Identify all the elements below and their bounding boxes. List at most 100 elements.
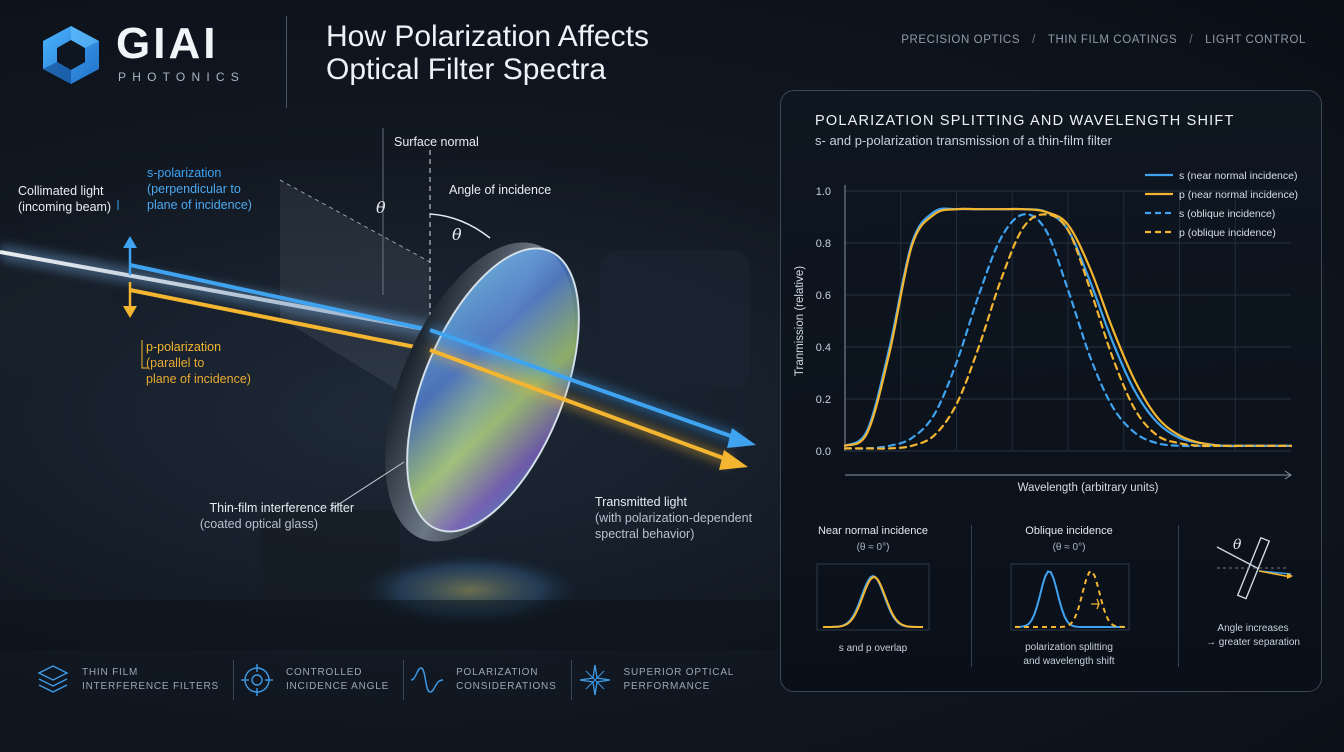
transmitted-line3: spectral behavior) — [595, 527, 695, 541]
target-icon — [240, 664, 273, 696]
s-beam-incoming — [129, 263, 431, 332]
spectra-panel: 0.0 0.2 0.4 0.6 0.8 1.0 Wavelength (arbitrary … — [780, 90, 1322, 692]
chart-axes: 0.0 0.2 0.4 0.6 0.8 1.0 Wavelength (arbitrary … — [794, 185, 1292, 494]
y-tick-label: 0.4 — [816, 342, 831, 354]
background-block — [600, 250, 750, 390]
feature-line1: POLARIZATION — [456, 667, 539, 678]
header-divider — [286, 16, 287, 108]
feature-line1: THIN FILM — [82, 667, 139, 678]
mini-normal-subtitle: (θ ≈ 0°) — [856, 542, 890, 553]
transmitted-light-label: Transmitted light (with polarization-dep… — [595, 494, 752, 542]
background-block — [0, 255, 110, 375]
mini-oblique-title: Oblique incidence — [1025, 525, 1113, 537]
mini-p-curve-oblique — [1015, 570, 1126, 628]
y-tick-label: 0.0 — [816, 446, 831, 458]
y-tick-label: 1.0 — [816, 186, 831, 198]
mini-angle-caption-line2: → greater separation — [1206, 637, 1300, 648]
mini-oblique-caption: polarization splitting and wavelength sh… — [994, 641, 1144, 669]
legend-label: s (near normal incidence) — [1179, 170, 1297, 182]
s-beam-arrow-head — [727, 428, 756, 448]
mini-oblique-subtitle: (θ ≈ 0°) — [1052, 542, 1086, 553]
page-title-line2: Optical Filter Spectra — [326, 53, 607, 86]
feature-incidence-angle: CONTROLLED INCIDENCE ANGLE — [234, 660, 405, 700]
mini-theta-label: θ — [1233, 537, 1242, 553]
layers-icon — [37, 665, 69, 693]
legend-label: s (oblique incidence) — [1179, 208, 1275, 220]
mini-divider — [1178, 525, 1179, 667]
chart-series — [843, 207, 1293, 450]
feature-strip: THIN FILM INTERFERENCE FILTERS CONTROLLE… — [30, 660, 770, 700]
transmitted-line2: (with polarization-dependent — [595, 511, 753, 525]
p-label-leader — [141, 340, 148, 369]
p-beam-incoming — [129, 288, 431, 352]
legend-label: p (near normal incidence) — [1179, 189, 1298, 201]
mini-diagrams — [816, 536, 1293, 631]
brand-subtitle: PHOTONICS — [118, 70, 245, 84]
p-beam-arrow-head — [719, 450, 748, 470]
mini-p-curve-normal — [823, 576, 923, 628]
theta-angle-label: θ — [452, 225, 462, 244]
s-arrow-head — [123, 236, 137, 248]
wave-icon — [410, 667, 444, 693]
mini-normal-caption: s and p overlap — [838, 643, 908, 654]
mini-s-curve-normal — [823, 574, 923, 628]
mini-oblique-caption-line1: polarization splitting — [1025, 642, 1113, 653]
theta-label: θ — [376, 198, 386, 217]
chart-grid — [845, 190, 1291, 452]
mini-angle-caption-line1: Angle increases — [1217, 623, 1289, 634]
p-polarization-line1: (parallel to — [146, 356, 205, 370]
filter-edge-highlight — [406, 247, 580, 533]
mini-divider — [971, 525, 972, 667]
x-axis-label: Wavelength (arbitrary units) — [1018, 482, 1159, 494]
polarization-scene-illustration — [0, 128, 780, 650]
top-nav: PRECISION OPTICS / THIN FILM COATINGS / … — [901, 34, 1306, 46]
mini-normal-title: Near normal incidence — [817, 525, 929, 537]
x-axis-arrow-icon — [1284, 470, 1292, 480]
filter-line1: Thin-film interference filter — [209, 501, 355, 515]
feature-performance: SUPERIOR OPTICAL PERFORMANCE — [572, 660, 749, 700]
chart-legend: s (near normal incidence) p (near normal … — [1145, 170, 1298, 239]
transmission-chart: 0.0 0.2 0.4 0.6 0.8 1.0 Wavelength (arbitrary … — [794, 170, 1298, 631]
p-arrow-head — [123, 306, 137, 318]
mini-incoming-ray — [1216, 546, 1260, 570]
brand-name: GIAI — [116, 19, 219, 68]
sparkle-icon — [579, 664, 610, 696]
mini-frame-oblique — [1010, 563, 1130, 631]
angle-arc — [429, 213, 491, 239]
feature-line1: CONTROLLED — [285, 667, 363, 678]
p-polarization-title: p-polarization — [146, 340, 222, 354]
y-tick-label: 0.6 — [816, 290, 831, 302]
p-polarization-line2: plane of incidence) — [146, 372, 251, 386]
angle-of-incidence-label: Angle of incidence — [449, 183, 552, 197]
nav-item-precision-optics[interactable]: PRECISION OPTICS — [901, 34, 1021, 46]
mini-p-ray — [1258, 570, 1292, 578]
mini-angle-caption: Angle increases → greater separation — [1183, 622, 1323, 650]
table-surface — [0, 600, 780, 650]
y-tick-label: 0.8 — [816, 238, 831, 250]
feature-line2: INTERFERENCE FILTERS — [82, 681, 219, 692]
nav-item-thin-film-coatings[interactable]: THIN FILM COATINGS — [1047, 34, 1178, 46]
legend-label: p (oblique incidence) — [1179, 227, 1276, 239]
nav-item-light-control[interactable]: LIGHT CONTROL — [1205, 34, 1306, 46]
y-tick-label: 0.2 — [816, 394, 831, 406]
series-line-p-oblique-incidence — [843, 213, 1293, 450]
y-axis-label: Tranmission (relative) — [794, 266, 806, 376]
hexagon-logo-icon — [43, 26, 99, 84]
panel-title: POLARIZATION SPLITTING AND WAVELENGTH SH… — [815, 113, 1235, 129]
collimated-line2: (incoming beam) — [18, 200, 112, 214]
feature-line2: CONSIDERATIONS — [456, 681, 557, 692]
surface-normal-label: Surface normal — [394, 135, 479, 149]
mini-oblique-caption-line2: and wavelength shift — [1023, 656, 1115, 667]
incoming-beam — [0, 250, 431, 332]
s-polarization-line1: (perpendicular to — [147, 182, 241, 196]
mini-frame-normal — [816, 563, 930, 631]
filter-label-leader — [329, 461, 405, 511]
page-title: How Polarization Affects Optical Filter … — [326, 20, 746, 86]
s-polarization-label: s-polarization (perpendicular to plane o… — [147, 165, 252, 213]
nav-separator: / — [1189, 34, 1194, 46]
p-polarization-label: p-polarization (parallel to plane of inc… — [146, 339, 251, 387]
s-polarization-title: s-polarization — [147, 166, 222, 180]
panel-subtitle: s- and p-polarization transmission of a … — [815, 133, 1112, 148]
thin-film-filter — [406, 247, 580, 533]
nav-separator: / — [1032, 34, 1036, 46]
